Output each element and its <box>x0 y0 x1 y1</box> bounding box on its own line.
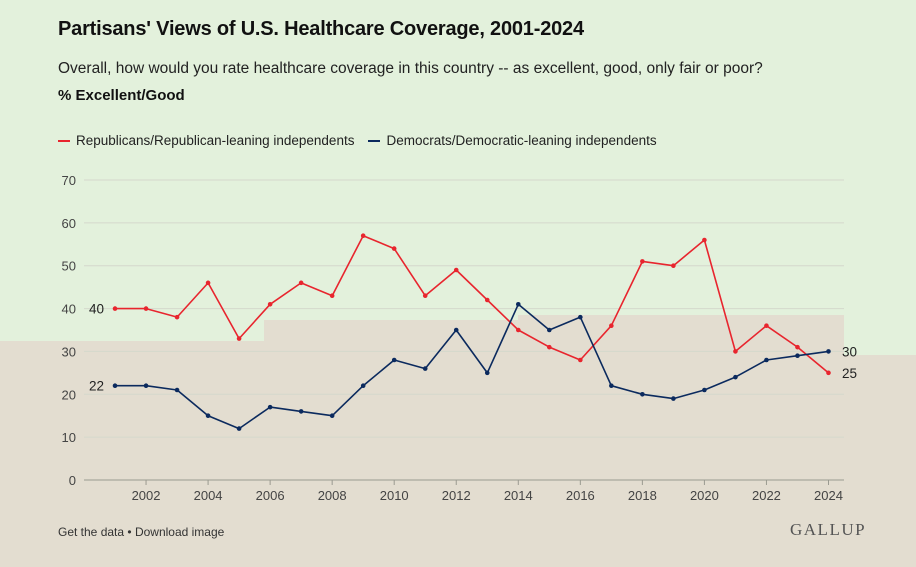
x-tick-label-2002: 2002 <box>132 488 161 503</box>
data-point-republicans-2005[interactable] <box>236 336 242 341</box>
data-point-republicans-2016[interactable] <box>578 357 583 363</box>
data-point-republicans-2018[interactable] <box>640 259 645 264</box>
data-point-republicans-2010[interactable] <box>391 246 397 251</box>
data-point-republicans-2009[interactable] <box>360 233 366 239</box>
data-point-republicans-2012[interactable] <box>453 267 459 273</box>
chart-subtitle: Overall, how would you rate healthcare c… <box>58 60 763 77</box>
series-line-democrats <box>115 303 829 430</box>
legend-item-republicans[interactable]: Republicans/Republican-leaning independe… <box>58 133 354 148</box>
data-point-democrats-2005[interactable] <box>236 426 242 431</box>
data-point-democrats-2002[interactable] <box>143 383 149 389</box>
x-tick-label-2006: 2006 <box>256 488 285 503</box>
end-label-democrats: 30 <box>842 344 857 359</box>
series-line-republicans <box>115 234 830 374</box>
data-point-democrats-2009[interactable] <box>360 383 366 389</box>
data-point-democrats-2003[interactable] <box>174 387 180 393</box>
data-point-democrats-2014[interactable] <box>515 301 521 307</box>
x-axis-ticks: 2002 2004 2006 2008 2010 2012 2014 2016 2018 2020… <box>132 480 843 503</box>
y-tick-label-30: 30 <box>62 344 76 359</box>
data-point-democrats-2020[interactable] <box>702 387 707 393</box>
x-tick-label-2004: 2004 <box>194 488 223 503</box>
data-point-democrats-2001[interactable] <box>112 383 118 389</box>
gallup-logo: GALLUP <box>790 520 867 539</box>
x-tick-label-2014: 2014 <box>504 488 533 503</box>
background-top <box>0 0 916 355</box>
y-axis-ticks: 0 10 20 30 40 50 60 70 <box>62 173 76 488</box>
data-point-democrats-2004[interactable] <box>205 413 211 419</box>
legend-label-democrats: Democrats/Democratic-leaning independent… <box>386 133 657 148</box>
y-tick-label-60: 60 <box>62 216 76 231</box>
data-point-democrats-2024[interactable] <box>826 349 831 354</box>
y-tick-label-50: 50 <box>62 259 76 274</box>
data-point-republicans-2011[interactable] <box>422 293 428 299</box>
data-point-republicans-2019[interactable] <box>671 263 676 269</box>
footer-links: Get the data • Download image <box>58 525 224 539</box>
x-tick-label-2020: 2020 <box>690 488 719 503</box>
data-point-republicans-2007[interactable] <box>298 280 304 286</box>
data-point-democrats-2013[interactable] <box>484 370 490 376</box>
y-tick-label-20: 20 <box>62 387 76 402</box>
footer-separator: • <box>127 525 132 539</box>
data-point-democrats-2017[interactable] <box>609 383 614 389</box>
legend-swatch-democrats <box>368 139 381 142</box>
end-labels: 40 25 22 30 <box>89 302 857 394</box>
start-label-democrats: 22 <box>89 379 104 394</box>
legend-label-republicans: Republicans/Republican-leaning independe… <box>76 133 355 148</box>
data-point-democrats-2023[interactable] <box>795 353 800 359</box>
x-tick-label-2024: 2024 <box>814 488 843 503</box>
data-point-democrats-2019[interactable] <box>671 396 676 401</box>
chart-title: Partisans' Views of U.S. Healthcare Cove… <box>58 18 584 40</box>
data-point-republicans-2013[interactable] <box>484 297 490 303</box>
data-point-democrats-2022[interactable] <box>764 357 769 363</box>
data-point-democrats-2018[interactable] <box>640 391 645 397</box>
data-point-democrats-2011[interactable] <box>422 366 428 371</box>
data-point-republicans-2023[interactable] <box>795 344 800 350</box>
x-tick-label-2016: 2016 <box>566 488 595 503</box>
y-tick-label-40: 40 <box>62 302 76 317</box>
data-point-democrats-2008[interactable] <box>329 413 335 419</box>
data-point-republicans-2004[interactable] <box>205 280 211 286</box>
x-tick-label-2010: 2010 <box>380 488 409 503</box>
series-lines <box>112 233 831 431</box>
data-point-republicans-2015[interactable] <box>547 344 552 350</box>
chart-measure: % Excellent/Good <box>58 87 185 104</box>
y-tick-label-70: 70 <box>62 173 76 188</box>
y-tick-label-0: 0 <box>69 473 76 488</box>
x-tick-label-2018: 2018 <box>628 488 657 503</box>
legend-swatch-republicans <box>58 139 70 142</box>
x-tick-label-2008: 2008 <box>318 488 347 503</box>
data-point-democrats-2006[interactable] <box>267 404 273 410</box>
data-point-republicans-2014[interactable] <box>515 327 521 333</box>
grid-lines <box>84 179 844 481</box>
data-point-democrats-2010[interactable] <box>391 357 397 363</box>
y-tick-label-10: 10 <box>62 430 76 445</box>
data-point-democrats-2021[interactable] <box>733 374 738 380</box>
data-point-democrats-2012[interactable] <box>453 327 459 333</box>
x-tick-label-2012: 2012 <box>442 488 471 503</box>
data-point-republicans-2006[interactable] <box>267 301 273 307</box>
start-label-republicans: 40 <box>89 302 104 317</box>
data-point-republicans-2003[interactable] <box>174 314 180 320</box>
download-image-link[interactable]: Download image <box>134 525 225 539</box>
legend-item-democrats[interactable]: Democrats/Democratic-leaning independent… <box>368 133 657 148</box>
legend: Republicans/Republican-leaning independe… <box>58 133 671 148</box>
get-data-link[interactable]: Get the data <box>58 525 125 539</box>
data-point-democrats-2007[interactable] <box>298 409 304 414</box>
data-point-republicans-2002[interactable] <box>143 306 149 311</box>
end-label-republicans: 25 <box>842 366 857 381</box>
x-tick-label-2022: 2022 <box>752 488 781 503</box>
data-point-democrats-2016[interactable] <box>578 314 583 320</box>
data-point-republicans-2008[interactable] <box>329 293 335 299</box>
data-point-republicans-2017[interactable] <box>609 323 614 329</box>
data-point-democrats-2015[interactable] <box>547 327 552 333</box>
data-point-republicans-2001[interactable] <box>112 306 118 311</box>
data-point-republicans-2022[interactable] <box>764 323 769 329</box>
data-point-republicans-2024[interactable] <box>826 370 831 376</box>
data-point-republicans-2020[interactable] <box>702 237 707 243</box>
data-point-republicans-2021[interactable] <box>733 349 738 354</box>
